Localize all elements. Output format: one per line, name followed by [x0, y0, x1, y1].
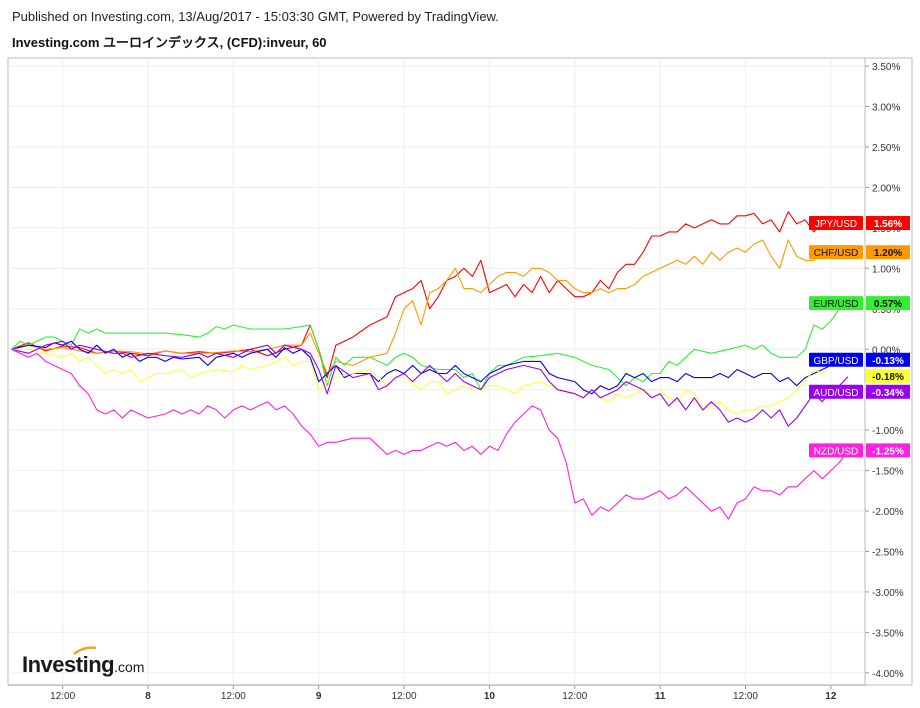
y-tick-label: -2.50%: [872, 548, 904, 559]
x-tick-label: 12:00: [50, 691, 75, 702]
series-name-label-6: NZD/USD: [814, 446, 858, 457]
y-tick-label: 2.50%: [872, 143, 900, 154]
series-value-box-4: [866, 368, 910, 383]
y-tick-label: -3.00%: [872, 588, 904, 599]
y-axis-frame: [864, 57, 913, 686]
y-tick-label: -1.50%: [872, 467, 904, 478]
series-line-5: [11, 340, 849, 427]
series-value-box-1: [866, 245, 910, 260]
series-name-box-0: [809, 216, 863, 231]
x-tick-label: 11: [655, 691, 666, 702]
investing-logo: Investing.com: [22, 646, 145, 678]
series-name-box-5: [809, 384, 863, 399]
y-tick-label: 3.50%: [872, 62, 900, 73]
series-value-label-5: -0.34%: [872, 388, 904, 399]
series-name-label-3: GBP/USD: [813, 356, 858, 367]
logo-name: Investing: [22, 652, 115, 677]
y-tick-label: 0.00%: [872, 345, 900, 356]
y-tick-label: 1.00%: [872, 264, 900, 275]
series-value-label-0: 1.56%: [874, 219, 902, 230]
series-value-label-4: -0.18%: [872, 372, 904, 383]
series-value-box-5: [866, 384, 910, 399]
logo-swoosh-icon: [73, 646, 97, 655]
series-value-label-3: -0.13%: [872, 356, 904, 367]
x-tick-label: 12:00: [392, 691, 417, 702]
logo-suffix: .com: [114, 659, 145, 675]
series-value-box-6: [866, 443, 910, 458]
published-info: Published on Investing.com, 13/Aug/2017 …: [12, 9, 499, 24]
series-name-label-1: CHF/USD: [814, 248, 858, 259]
series-line-0: [11, 211, 849, 379]
x-tick-label: 12:00: [733, 691, 758, 702]
series-name-box-1: [809, 245, 863, 260]
series-line-4: [11, 348, 848, 415]
y-tick-label: -1.00%: [872, 426, 904, 437]
series-name-box-2: [809, 296, 863, 311]
x-tick-label: 8: [145, 691, 151, 702]
y-tick-label: -2.00%: [872, 507, 904, 518]
y-tick-label: 3.00%: [872, 103, 900, 114]
x-tick-label: 12: [825, 691, 837, 702]
series-value-label-1: 1.20%: [874, 248, 902, 259]
series-name-label-0: JPY/USD: [815, 219, 857, 230]
y-tick-label: -3.50%: [872, 628, 904, 639]
y-tick-label: 0.50%: [872, 305, 900, 316]
series-value-box-3: [866, 352, 910, 367]
series-line-1: [11, 239, 848, 375]
series-value-label-6: -1.25%: [872, 446, 904, 457]
x-tick-label: 12:00: [562, 691, 587, 702]
series-name-box-6: [809, 443, 863, 458]
x-tick-label: 10: [484, 691, 496, 702]
y-tick-label: 2.00%: [872, 183, 900, 194]
series-value-label-2: 0.57%: [874, 299, 902, 310]
series-value-box-0: [866, 216, 910, 231]
series-line-2: [11, 302, 849, 391]
x-tick-label: 9: [316, 691, 322, 702]
series-value-box-2: [866, 296, 910, 311]
series-name-label-2: EUR/USD: [813, 299, 858, 310]
y-tick-label: -4.00%: [872, 669, 904, 680]
x-tick-label: 12:00: [221, 691, 246, 702]
chart-title: Investing.com ユーロインデックス, (CFD):inveur, 6…: [12, 35, 327, 50]
series-name-box-3: [809, 352, 863, 367]
series-line-6: [11, 348, 849, 520]
series-name-label-5: AUD/USD: [813, 388, 858, 399]
